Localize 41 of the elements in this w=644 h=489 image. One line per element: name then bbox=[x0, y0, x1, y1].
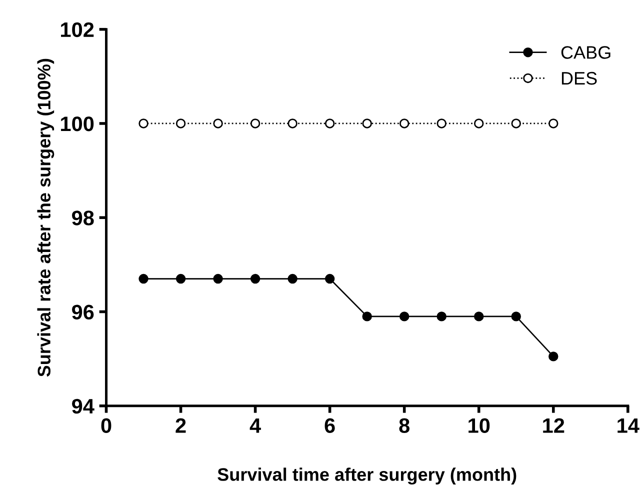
point bbox=[250, 118, 260, 128]
point bbox=[324, 118, 335, 128]
x-axis-title: Survival time after surgery (month) bbox=[218, 468, 516, 485]
legend-label: CABG bbox=[561, 46, 610, 59]
x-tick-label: 12 bbox=[543, 418, 564, 433]
point bbox=[250, 274, 260, 284]
x-tick-label: 14 bbox=[618, 418, 640, 433]
x-tick-label: 4 bbox=[250, 418, 261, 433]
point bbox=[548, 118, 558, 128]
point bbox=[474, 118, 484, 128]
point bbox=[436, 312, 446, 322]
x-tick-label: 6 bbox=[324, 418, 335, 433]
point bbox=[399, 312, 410, 322]
x-tick-label: 8 bbox=[399, 418, 410, 433]
x-tick-label: 2 bbox=[176, 418, 186, 433]
y-tick-label: 94 bbox=[72, 398, 94, 414]
legend-label: DES bbox=[562, 72, 597, 85]
point bbox=[176, 118, 186, 128]
point bbox=[548, 352, 558, 362]
point bbox=[138, 118, 148, 128]
point bbox=[213, 274, 223, 284]
point bbox=[362, 118, 372, 128]
y-tick-label: 96 bbox=[72, 304, 94, 320]
x-tick-label: 0 bbox=[101, 418, 112, 433]
point bbox=[288, 274, 298, 284]
y-tick-label: 102 bbox=[61, 22, 94, 38]
point bbox=[138, 274, 148, 284]
point bbox=[213, 118, 223, 128]
y-tick-label: 98 bbox=[72, 210, 94, 226]
y-tick-label: 100 bbox=[61, 116, 94, 132]
point bbox=[511, 118, 521, 128]
point bbox=[474, 312, 484, 322]
point bbox=[436, 118, 446, 128]
point bbox=[511, 312, 521, 322]
x-tick-label: 10 bbox=[468, 418, 490, 433]
point bbox=[288, 118, 298, 128]
point bbox=[362, 312, 372, 322]
point bbox=[176, 274, 186, 284]
point bbox=[324, 274, 335, 284]
y-axis-title: Survival rate after the surgery (100%) bbox=[37, 58, 54, 377]
point bbox=[399, 118, 410, 128]
